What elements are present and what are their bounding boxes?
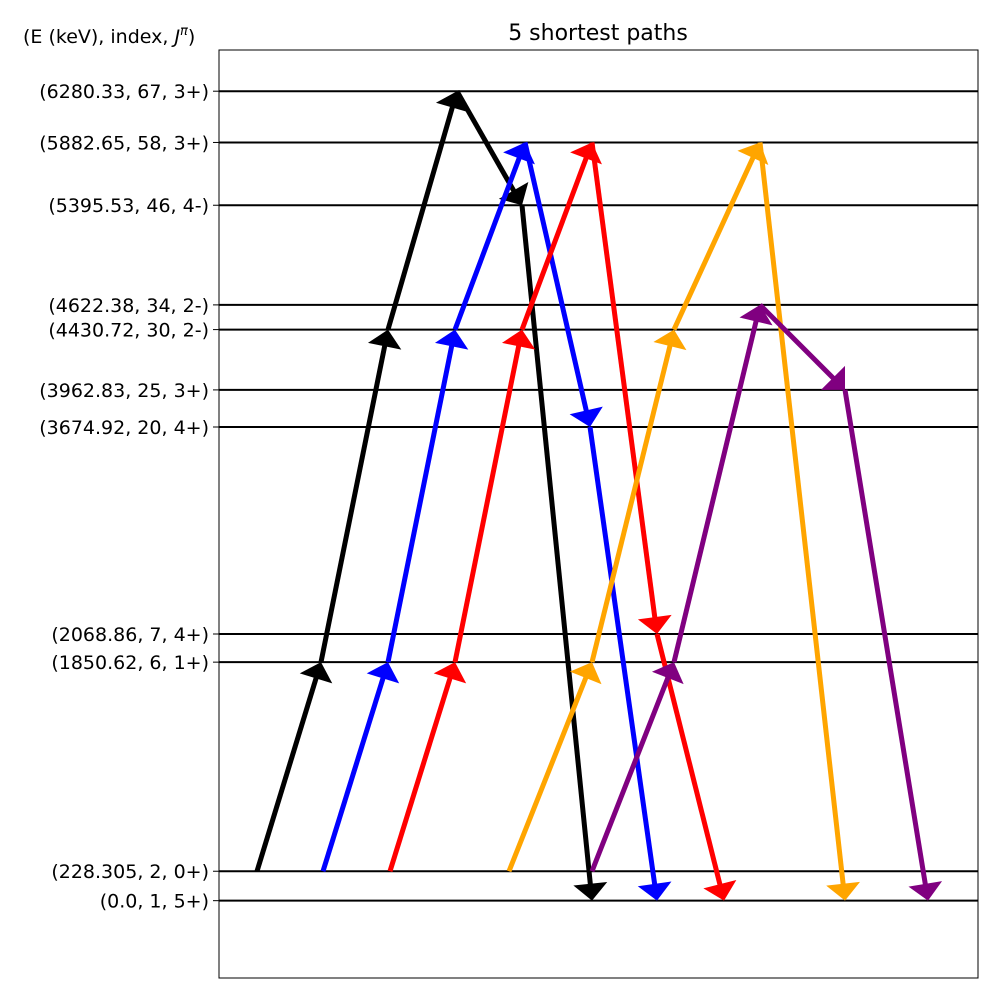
transition-segment <box>519 204 595 897</box>
level-label: (6280.33, 67, 3+) <box>39 81 209 103</box>
y-axis-header-pi: π <box>180 24 188 39</box>
transition-arrowhead <box>637 881 672 901</box>
y-axis-header-prefix: (E (keV), index, <box>23 26 174 48</box>
transition-arrowhead <box>653 329 687 351</box>
level-label: (3962.83, 25, 3+) <box>39 380 209 402</box>
y-axis-header-j: J <box>170 26 180 48</box>
transition-segment <box>320 665 390 872</box>
transition-segment <box>671 145 761 331</box>
transition-paths <box>254 89 943 901</box>
transition-arrowhead <box>703 880 737 901</box>
transition-segment <box>318 333 390 663</box>
chart-title: 5 shortest paths <box>508 21 688 46</box>
transition-segment <box>589 664 675 873</box>
transition-arrowhead <box>651 662 684 685</box>
level-label: (5882.65, 58, 3+) <box>39 132 209 154</box>
transition-segment <box>385 333 457 663</box>
level-label: (4430.72, 30, 2-) <box>48 320 209 342</box>
transition-arrowhead <box>433 662 467 684</box>
transition-segment <box>589 332 676 663</box>
transition-arrowhead <box>573 882 608 901</box>
transition-arrowhead <box>569 406 603 428</box>
transition-segment <box>671 308 762 663</box>
transition-segment <box>385 94 459 331</box>
level-label: (4622.38, 34, 2-) <box>48 295 209 317</box>
transition-arrowhead <box>501 329 536 350</box>
y-axis-header-suffix: ) <box>188 26 195 48</box>
transition-arrowhead <box>434 329 469 350</box>
transition-segment <box>587 426 659 898</box>
transition-arrowhead <box>299 662 333 684</box>
transition-arrowhead <box>367 329 402 350</box>
transition-segment <box>387 665 457 872</box>
transition-segment <box>589 142 659 631</box>
level-label: (2068.86, 7, 4+) <box>51 624 209 646</box>
level-label: (5395.53, 46, 4-) <box>48 195 209 217</box>
transition-arrowhead <box>435 91 469 113</box>
transition-arrowhead <box>366 662 400 684</box>
transition-segment <box>519 145 593 331</box>
y-axis-header: (E (keV), index, Jπ) <box>23 24 195 48</box>
transition-segment <box>522 141 592 424</box>
transition-segment <box>842 389 930 898</box>
level-label: (1850.62, 6, 1+) <box>51 652 209 674</box>
transition-segment <box>452 145 526 331</box>
transition-segment <box>757 142 848 897</box>
level-label: (3674.92, 20, 4+) <box>39 417 209 439</box>
transition-segment <box>254 665 323 872</box>
transition-arrowhead <box>826 881 861 901</box>
plot-frame <box>218 49 979 979</box>
level-label: (228.305, 2, 0+) <box>51 861 209 883</box>
transition-segment <box>758 303 844 389</box>
transition-arrowhead <box>820 365 846 390</box>
energy-levels: (6280.33, 67, 3+) (5882.65, 58, 3+) (5395.… <box>39 81 978 913</box>
transition-segment <box>506 664 593 873</box>
transition-arrowhead <box>908 881 943 901</box>
level-label: (0.0, 1, 5+) <box>100 891 209 913</box>
transition-arrowhead <box>569 662 602 685</box>
transition-arrowhead <box>637 614 672 635</box>
transition-segment <box>452 333 524 663</box>
transition-arrowhead <box>739 304 773 326</box>
